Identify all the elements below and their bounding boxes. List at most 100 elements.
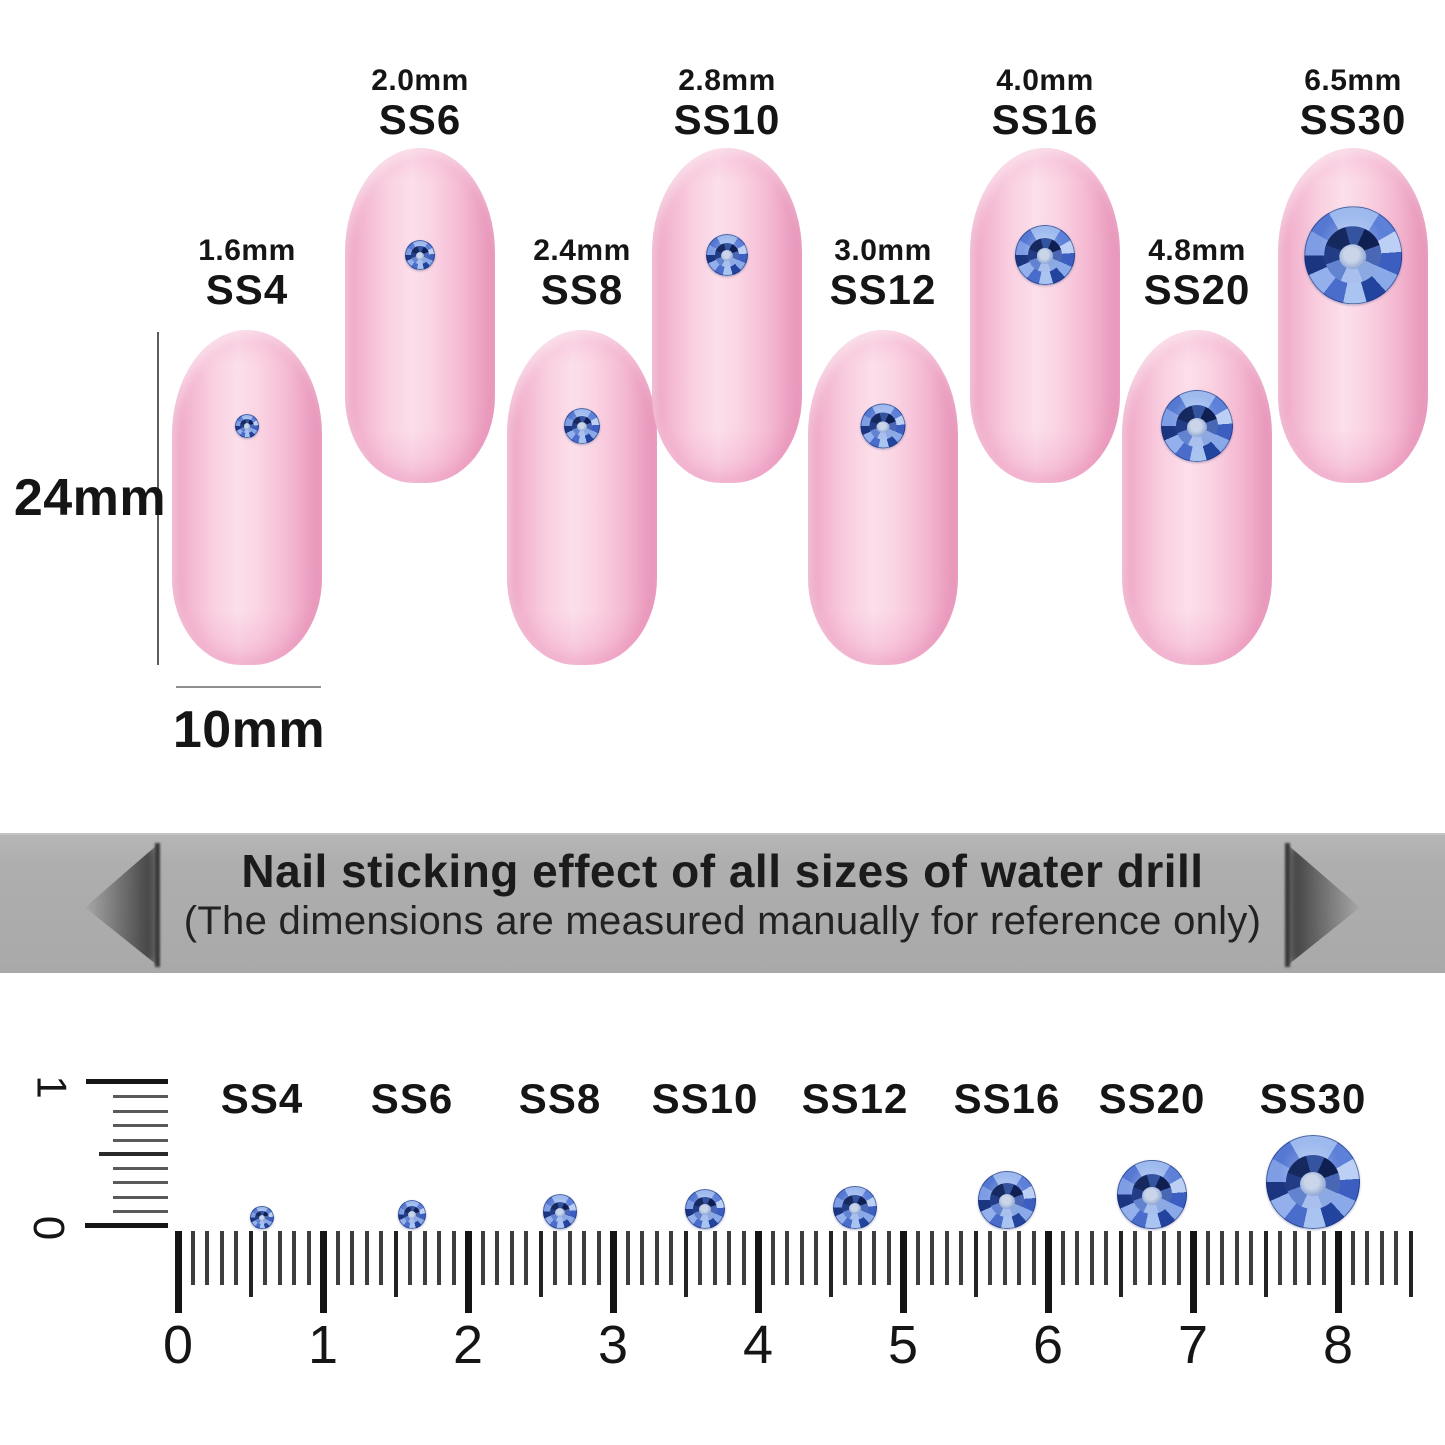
ruler-tick bbox=[596, 1231, 601, 1285]
ruler-tick bbox=[1263, 1231, 1268, 1297]
ruler-tick bbox=[1321, 1231, 1326, 1285]
ruler-tick bbox=[113, 1167, 168, 1170]
rhinestone bbox=[706, 234, 748, 276]
ruler-tick bbox=[1176, 1231, 1181, 1285]
nail-ss-label: SS6 bbox=[378, 96, 462, 143]
ruler-tick bbox=[1089, 1231, 1094, 1285]
fake-nail bbox=[652, 148, 802, 483]
ruler-tick bbox=[582, 1231, 586, 1285]
ruler-tick bbox=[1379, 1231, 1384, 1285]
nail-ss-label: SS30 bbox=[1299, 96, 1407, 143]
ruler-tick bbox=[1234, 1231, 1239, 1285]
ruler-tick bbox=[857, 1231, 862, 1285]
rhinestone bbox=[1266, 1135, 1360, 1229]
nail-label-block: 3.0mm SS12 bbox=[768, 236, 998, 311]
rhinestone bbox=[860, 403, 906, 449]
ruler-tick bbox=[886, 1231, 891, 1285]
nail-sample-ss6: 2.0mm SS6 bbox=[345, 0, 495, 810]
rhinestone bbox=[250, 1205, 274, 1229]
ruler-tick bbox=[292, 1231, 296, 1285]
ruler-tick bbox=[640, 1231, 644, 1285]
rhinestone bbox=[684, 1188, 726, 1229]
nail-ss-label: SS16 bbox=[991, 96, 1099, 143]
ruler-tick bbox=[86, 1079, 168, 1084]
ruler-tick bbox=[625, 1231, 630, 1285]
nail-size-label: 2.0mm bbox=[371, 64, 469, 97]
rhinestone bbox=[833, 1185, 877, 1229]
nail-size-label: 1.6mm bbox=[198, 234, 296, 267]
ruler-stone-label: SS16 bbox=[953, 1075, 1061, 1122]
ruler-tick bbox=[567, 1231, 572, 1285]
ruler-stone-label: SS6 bbox=[370, 1075, 454, 1122]
ruler-tick bbox=[959, 1231, 963, 1285]
nail-ss-label: SS10 bbox=[673, 96, 781, 143]
ruler-tick bbox=[465, 1231, 472, 1313]
ruler-tick bbox=[1162, 1231, 1166, 1285]
nail-ss-label: SS4 bbox=[205, 266, 289, 313]
ruler-tick bbox=[320, 1231, 327, 1313]
ruler-tick bbox=[1335, 1231, 1342, 1313]
rhinestone bbox=[542, 1194, 578, 1229]
nail-ss-label: SS8 bbox=[540, 266, 624, 313]
ruler-tick bbox=[799, 1231, 804, 1285]
nail-sample-ss16: 4.0mm SS16 bbox=[970, 0, 1120, 810]
ruler-tick bbox=[480, 1231, 485, 1285]
nail-size-label: 4.8mm bbox=[1148, 234, 1246, 267]
width-measure-line bbox=[176, 686, 321, 688]
ruler-tick bbox=[350, 1231, 354, 1285]
ruler-number: 7 bbox=[1177, 1315, 1209, 1375]
height-measure-line bbox=[157, 332, 159, 665]
ruler-stone-label: SS30 bbox=[1259, 1075, 1367, 1122]
ruler-tick bbox=[654, 1231, 659, 1285]
nail-sample-ss4: 1.6mm SS4 bbox=[172, 0, 322, 810]
ruler-number: 1 bbox=[307, 1315, 339, 1375]
ruler-tick bbox=[1365, 1231, 1369, 1285]
ruler-tick bbox=[1278, 1231, 1282, 1285]
ruler-tick bbox=[1292, 1231, 1297, 1285]
fake-nail bbox=[345, 148, 495, 483]
arrow-right-icon bbox=[1288, 845, 1360, 965]
ruler-tick bbox=[364, 1231, 369, 1285]
fake-nail bbox=[1122, 330, 1272, 665]
arrow-bar bbox=[155, 843, 160, 967]
arrow-bar bbox=[1285, 843, 1290, 967]
ruler-tick bbox=[1002, 1231, 1007, 1285]
ruler-number: 8 bbox=[1322, 1315, 1354, 1375]
nail-size-label: 2.8mm bbox=[678, 64, 776, 97]
rhinestone bbox=[1304, 206, 1402, 304]
width-measure-label: 10mm bbox=[172, 701, 326, 759]
nail-sample-ss10: 2.8mm SS10 bbox=[652, 0, 802, 810]
ruler-tick bbox=[755, 1231, 762, 1313]
ruler-tick bbox=[553, 1231, 557, 1285]
ruler-tick bbox=[1249, 1231, 1253, 1285]
ruler-tick bbox=[113, 1110, 168, 1113]
nail-sample-ss8: 2.4mm SS8 bbox=[507, 0, 657, 810]
ruler-tick bbox=[277, 1231, 282, 1285]
ruler-tick bbox=[263, 1231, 267, 1285]
ruler-tick bbox=[843, 1231, 847, 1285]
ruler-tick bbox=[175, 1231, 182, 1313]
ruler-tick bbox=[190, 1231, 195, 1285]
nail-size-label: 2.4mm bbox=[533, 234, 631, 267]
ruler-tick bbox=[988, 1231, 992, 1285]
ruler-tick bbox=[437, 1231, 441, 1285]
ruler-tick bbox=[828, 1231, 833, 1297]
ruler-tick bbox=[1075, 1231, 1079, 1285]
ruler-tick bbox=[1133, 1231, 1137, 1285]
ruler-tick bbox=[495, 1231, 499, 1285]
ruler-tick bbox=[683, 1231, 688, 1297]
ruler-tick bbox=[1060, 1231, 1065, 1285]
ruler-tick bbox=[712, 1231, 717, 1285]
ruler-tick bbox=[524, 1231, 528, 1285]
nail-ss-label: SS20 bbox=[1143, 266, 1251, 313]
nail-sample-ss20: 4.8mm SS20 bbox=[1122, 0, 1272, 810]
fake-nail bbox=[1278, 148, 1428, 483]
nail-label-block: 1.6mm SS4 bbox=[132, 236, 362, 311]
rhinestone bbox=[1161, 390, 1233, 462]
fake-nail bbox=[172, 330, 322, 665]
ruler-tick bbox=[1031, 1231, 1036, 1285]
ruler-tick bbox=[900, 1231, 907, 1313]
ruler-tick bbox=[113, 1196, 168, 1199]
rhinestone bbox=[978, 1171, 1036, 1229]
ruler-tick bbox=[113, 1124, 168, 1127]
